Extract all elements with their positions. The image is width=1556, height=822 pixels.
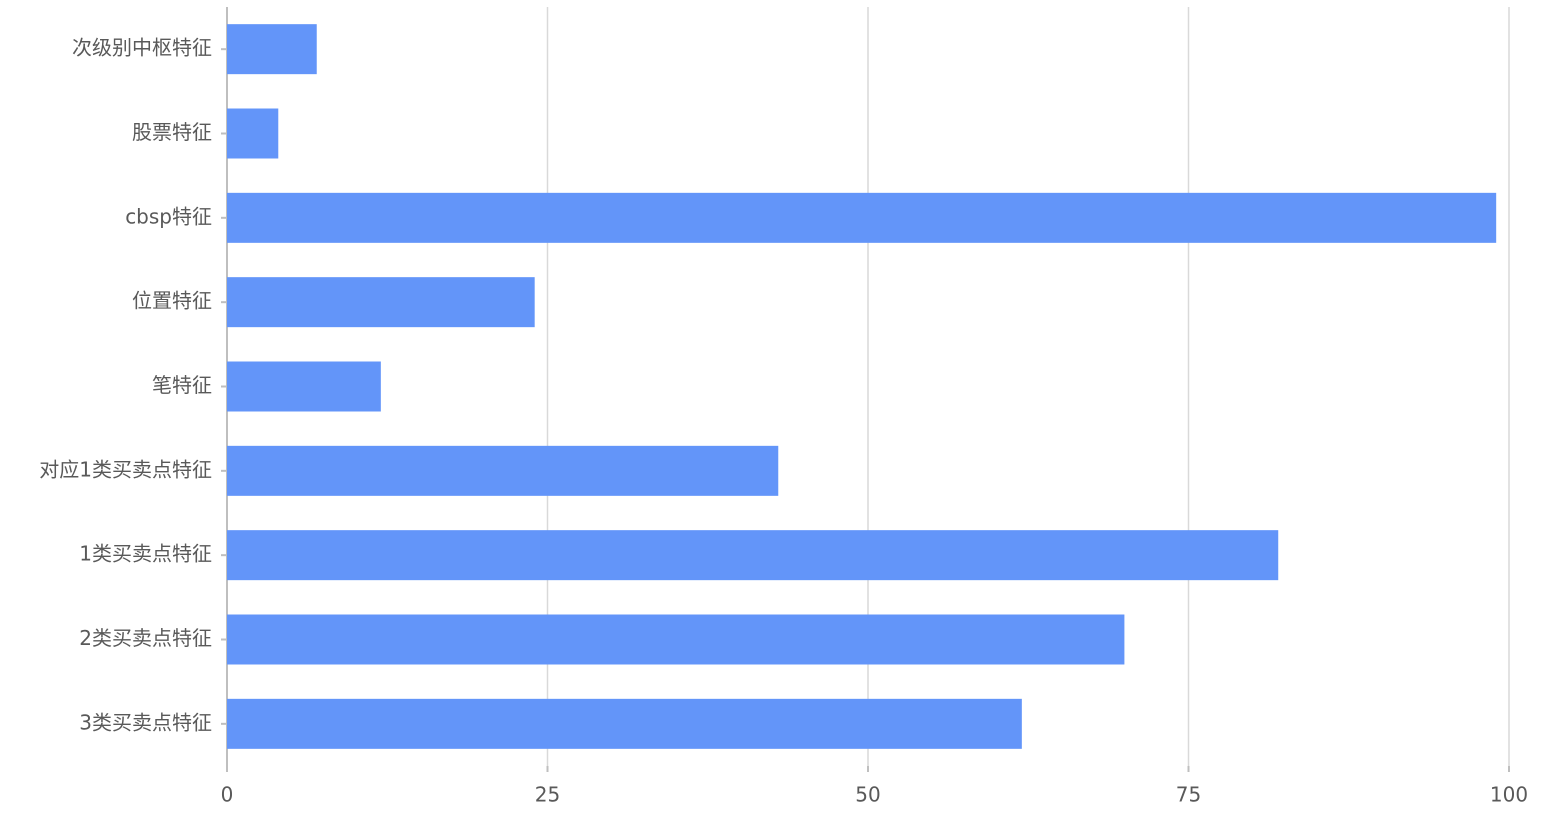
bar <box>227 445 779 496</box>
bar <box>227 614 1125 665</box>
bar <box>227 192 1497 243</box>
y-tick-label: 股票特征 <box>132 120 212 144</box>
bar <box>227 361 381 412</box>
bar <box>227 24 317 75</box>
y-tick-label: cbsp特征 <box>125 204 212 228</box>
y-tick-label: 1类买卖点特征 <box>79 542 212 566</box>
x-tick-label: 75 <box>1176 783 1201 807</box>
y-tick-label: 2类买卖点特征 <box>79 626 212 650</box>
x-tick-label: 50 <box>855 783 880 807</box>
bar <box>227 277 535 328</box>
x-tick-label: 0 <box>221 783 234 807</box>
y-tick-label: 次级别中枢特征 <box>72 36 212 60</box>
y-tick-label: 3类买卖点特征 <box>79 710 212 734</box>
bar <box>227 698 1022 749</box>
y-tick-label: 笔特征 <box>152 373 212 397</box>
y-tick-label: 对应1类买卖点特征 <box>39 457 212 481</box>
bar <box>227 530 1279 581</box>
bar <box>227 108 279 159</box>
x-tick-label: 100 <box>1490 783 1528 807</box>
y-tick-label: 位置特征 <box>132 289 212 313</box>
x-tick-label: 25 <box>535 783 560 807</box>
